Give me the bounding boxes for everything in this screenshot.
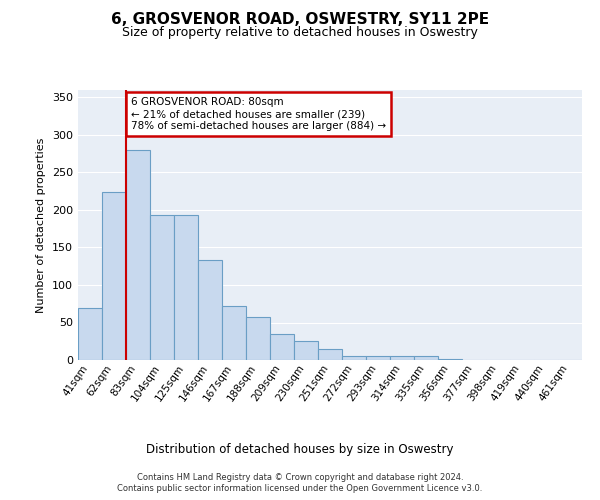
Text: Distribution of detached houses by size in Oswestry: Distribution of detached houses by size … [146,442,454,456]
Y-axis label: Number of detached properties: Number of detached properties [37,138,46,312]
Bar [78,308,102,360]
Bar [294,341,318,360]
Bar [366,356,390,360]
Bar [126,150,150,360]
Text: Size of property relative to detached houses in Oswestry: Size of property relative to detached ho… [122,26,478,39]
Bar [222,306,246,360]
Bar [414,356,438,360]
Bar [390,356,414,360]
Bar [150,215,174,360]
Bar [438,359,462,360]
Bar [270,334,294,360]
Bar [102,192,126,360]
Text: 6, GROSVENOR ROAD, OSWESTRY, SY11 2PE: 6, GROSVENOR ROAD, OSWESTRY, SY11 2PE [111,12,489,28]
Text: Contains HM Land Registry data © Crown copyright and database right 2024.: Contains HM Land Registry data © Crown c… [137,472,463,482]
Bar [318,349,342,360]
Bar [342,356,366,360]
Bar [246,318,270,360]
Bar [174,215,198,360]
Text: Contains public sector information licensed under the Open Government Licence v3: Contains public sector information licen… [118,484,482,493]
Text: 6 GROSVENOR ROAD: 80sqm
← 21% of detached houses are smaller (239)
78% of semi-d: 6 GROSVENOR ROAD: 80sqm ← 21% of detache… [131,98,386,130]
Bar [198,260,222,360]
